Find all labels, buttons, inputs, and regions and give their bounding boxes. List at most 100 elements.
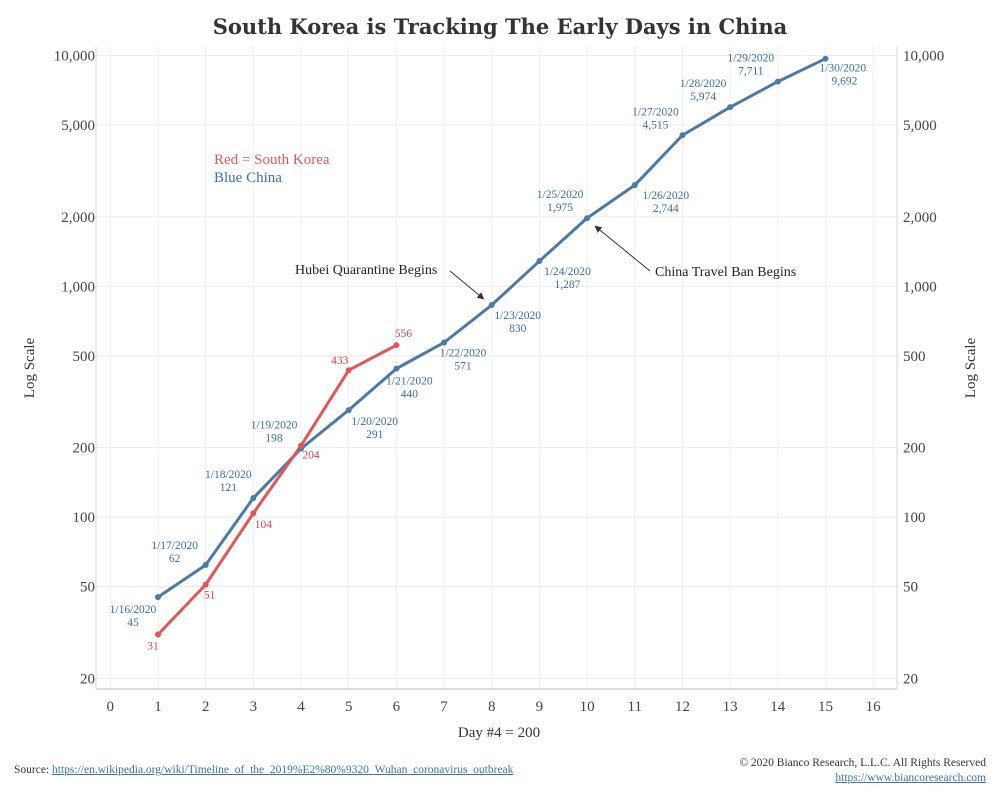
china-point: [536, 258, 543, 265]
south-korea-point: [154, 631, 161, 638]
x-tick-label: 13: [723, 699, 738, 715]
y-tick-label-left: 20: [80, 671, 95, 687]
annotations: Hubei Quarantine Begins China Travel Ban …: [295, 225, 796, 300]
website-link[interactable]: https://www.biancoresearch.com: [835, 772, 986, 784]
china-date-label: 1/21/2020: [386, 376, 433, 388]
china-point: [441, 339, 448, 346]
y-tick-label-right: 50: [903, 580, 918, 596]
legend-china: Blue China: [214, 170, 282, 186]
china-value-label: 62: [169, 553, 181, 565]
china-date-label: 1/17/2020: [151, 540, 198, 552]
china-point: [727, 104, 734, 111]
south-korea-value-label: 204: [302, 450, 320, 462]
china-date-label: 1/30/2020: [819, 63, 866, 75]
x-tick-label: 15: [818, 699, 833, 715]
china-date-label: 1/24/2020: [544, 266, 591, 278]
china-point: [679, 132, 686, 139]
south-korea-value-label: 31: [147, 641, 159, 653]
y-tick-label-right: 20: [903, 671, 918, 687]
chart-title: South Korea is Tracking The Early Days i…: [212, 14, 788, 39]
x-tick-label: 4: [297, 699, 305, 715]
china-date-label: 1/19/2020: [251, 420, 298, 432]
china-value-label: 2,744: [653, 203, 679, 215]
source-label: Source:: [14, 764, 53, 776]
china-date-label: 1/26/2020: [642, 190, 689, 202]
y-tick-label-right: 1,000: [903, 279, 937, 295]
y-tick-label-right: 500: [903, 349, 926, 365]
china-value-label: 7,711: [738, 66, 764, 78]
axes: [95, 46, 898, 690]
china-point: [488, 302, 495, 309]
x-axis-label: Day #4 = 200: [458, 725, 540, 741]
y-tick-label-left: 500: [73, 349, 96, 365]
china-date-label: 1/25/2020: [537, 189, 584, 201]
annotation-arrow-hubei: [449, 270, 485, 300]
china-date-label: 1/28/2020: [680, 78, 727, 90]
china-value-label: 1,975: [547, 202, 573, 214]
china-point: [631, 182, 638, 189]
china-point: [822, 55, 829, 62]
china-value-label: 440: [401, 389, 419, 401]
x-tick-label: 12: [675, 699, 690, 715]
y-tick-label-left: 1,000: [61, 279, 95, 295]
china-value-label: 4,515: [643, 119, 669, 131]
annotation-travel-ban: China Travel Ban Begins: [655, 265, 796, 280]
china-value-label: 9,692: [831, 76, 857, 88]
china-value-label: 571: [454, 361, 472, 373]
grid-lines: [96, 46, 897, 689]
y-tick-label-left: 200: [73, 441, 96, 457]
china-date-label: 1/23/2020: [494, 310, 541, 322]
south-korea-point: [345, 367, 352, 374]
y-tick-labels-left: 20 50 100 200 500 1,000 2,000 5,000 10,000: [54, 49, 95, 688]
china-date-label: 1/20/2020: [351, 416, 398, 428]
china-value-label: 5,974: [690, 91, 716, 103]
south-korea-value-label: 51: [204, 590, 216, 602]
x-tick-label: 16: [866, 699, 882, 715]
south-korea-point: [298, 442, 305, 449]
south-korea-point: [202, 581, 209, 588]
legend-south-korea: Red = South Korea: [214, 152, 330, 168]
china-value-label: 830: [509, 323, 527, 335]
china-point: [584, 215, 591, 222]
y-tick-label-left: 50: [80, 580, 95, 596]
china-point: [774, 78, 781, 85]
y-tick-label-right: 5,000: [903, 118, 937, 134]
y-tick-label-left: 2,000: [61, 210, 95, 226]
china-value-label: 121: [220, 482, 238, 494]
china-date-label: 1/29/2020: [727, 53, 774, 65]
south-korea-value-label: 556: [395, 328, 413, 340]
x-tick-label: 1: [154, 699, 162, 715]
source-link[interactable]: https://en.wikipedia.org/wiki/Timeline_o…: [52, 764, 514, 776]
china-value-label: 291: [366, 429, 384, 441]
x-tick-label: 0: [107, 699, 115, 715]
x-tick-label: 2: [202, 699, 210, 715]
south-korea-line: [156, 343, 398, 636]
x-tick-label: 9: [536, 699, 544, 715]
china-date-label: 1/27/2020: [632, 106, 679, 118]
x-tick-label: 11: [628, 699, 642, 715]
china-point: [250, 495, 257, 502]
x-tick-label: 10: [580, 699, 595, 715]
china-date-label: 1/16/2020: [110, 604, 157, 616]
y-tick-label-right: 200: [903, 441, 926, 457]
source-note: Source: https://en.wikipedia.org/wiki/Ti…: [14, 764, 513, 776]
x-tick-label: 7: [440, 699, 448, 715]
x-tick-label: 8: [488, 699, 496, 715]
south-korea-value-label: 433: [331, 355, 349, 367]
china-date-label: 1/22/2020: [440, 348, 487, 360]
china-point: [202, 562, 209, 569]
y-tick-label-left: 10,000: [54, 49, 95, 65]
china-date-label: 1/18/2020: [205, 469, 252, 481]
x-tick-label: 3: [250, 699, 258, 715]
y-tick-label-left: 100: [73, 510, 96, 526]
south-korea-value-label: 104: [255, 519, 273, 531]
y-tick-label-right: 2,000: [903, 210, 937, 226]
x-tick-label: 5: [345, 699, 353, 715]
china-value-label: 198: [265, 433, 283, 445]
y-tick-label-right: 10,000: [903, 49, 944, 65]
south-korea-point: [393, 342, 400, 349]
china-value-label: 45: [127, 617, 139, 629]
china-value-label: 1,287: [554, 279, 580, 291]
annotation-hubei-quarantine: Hubei Quarantine Begins: [295, 263, 437, 278]
